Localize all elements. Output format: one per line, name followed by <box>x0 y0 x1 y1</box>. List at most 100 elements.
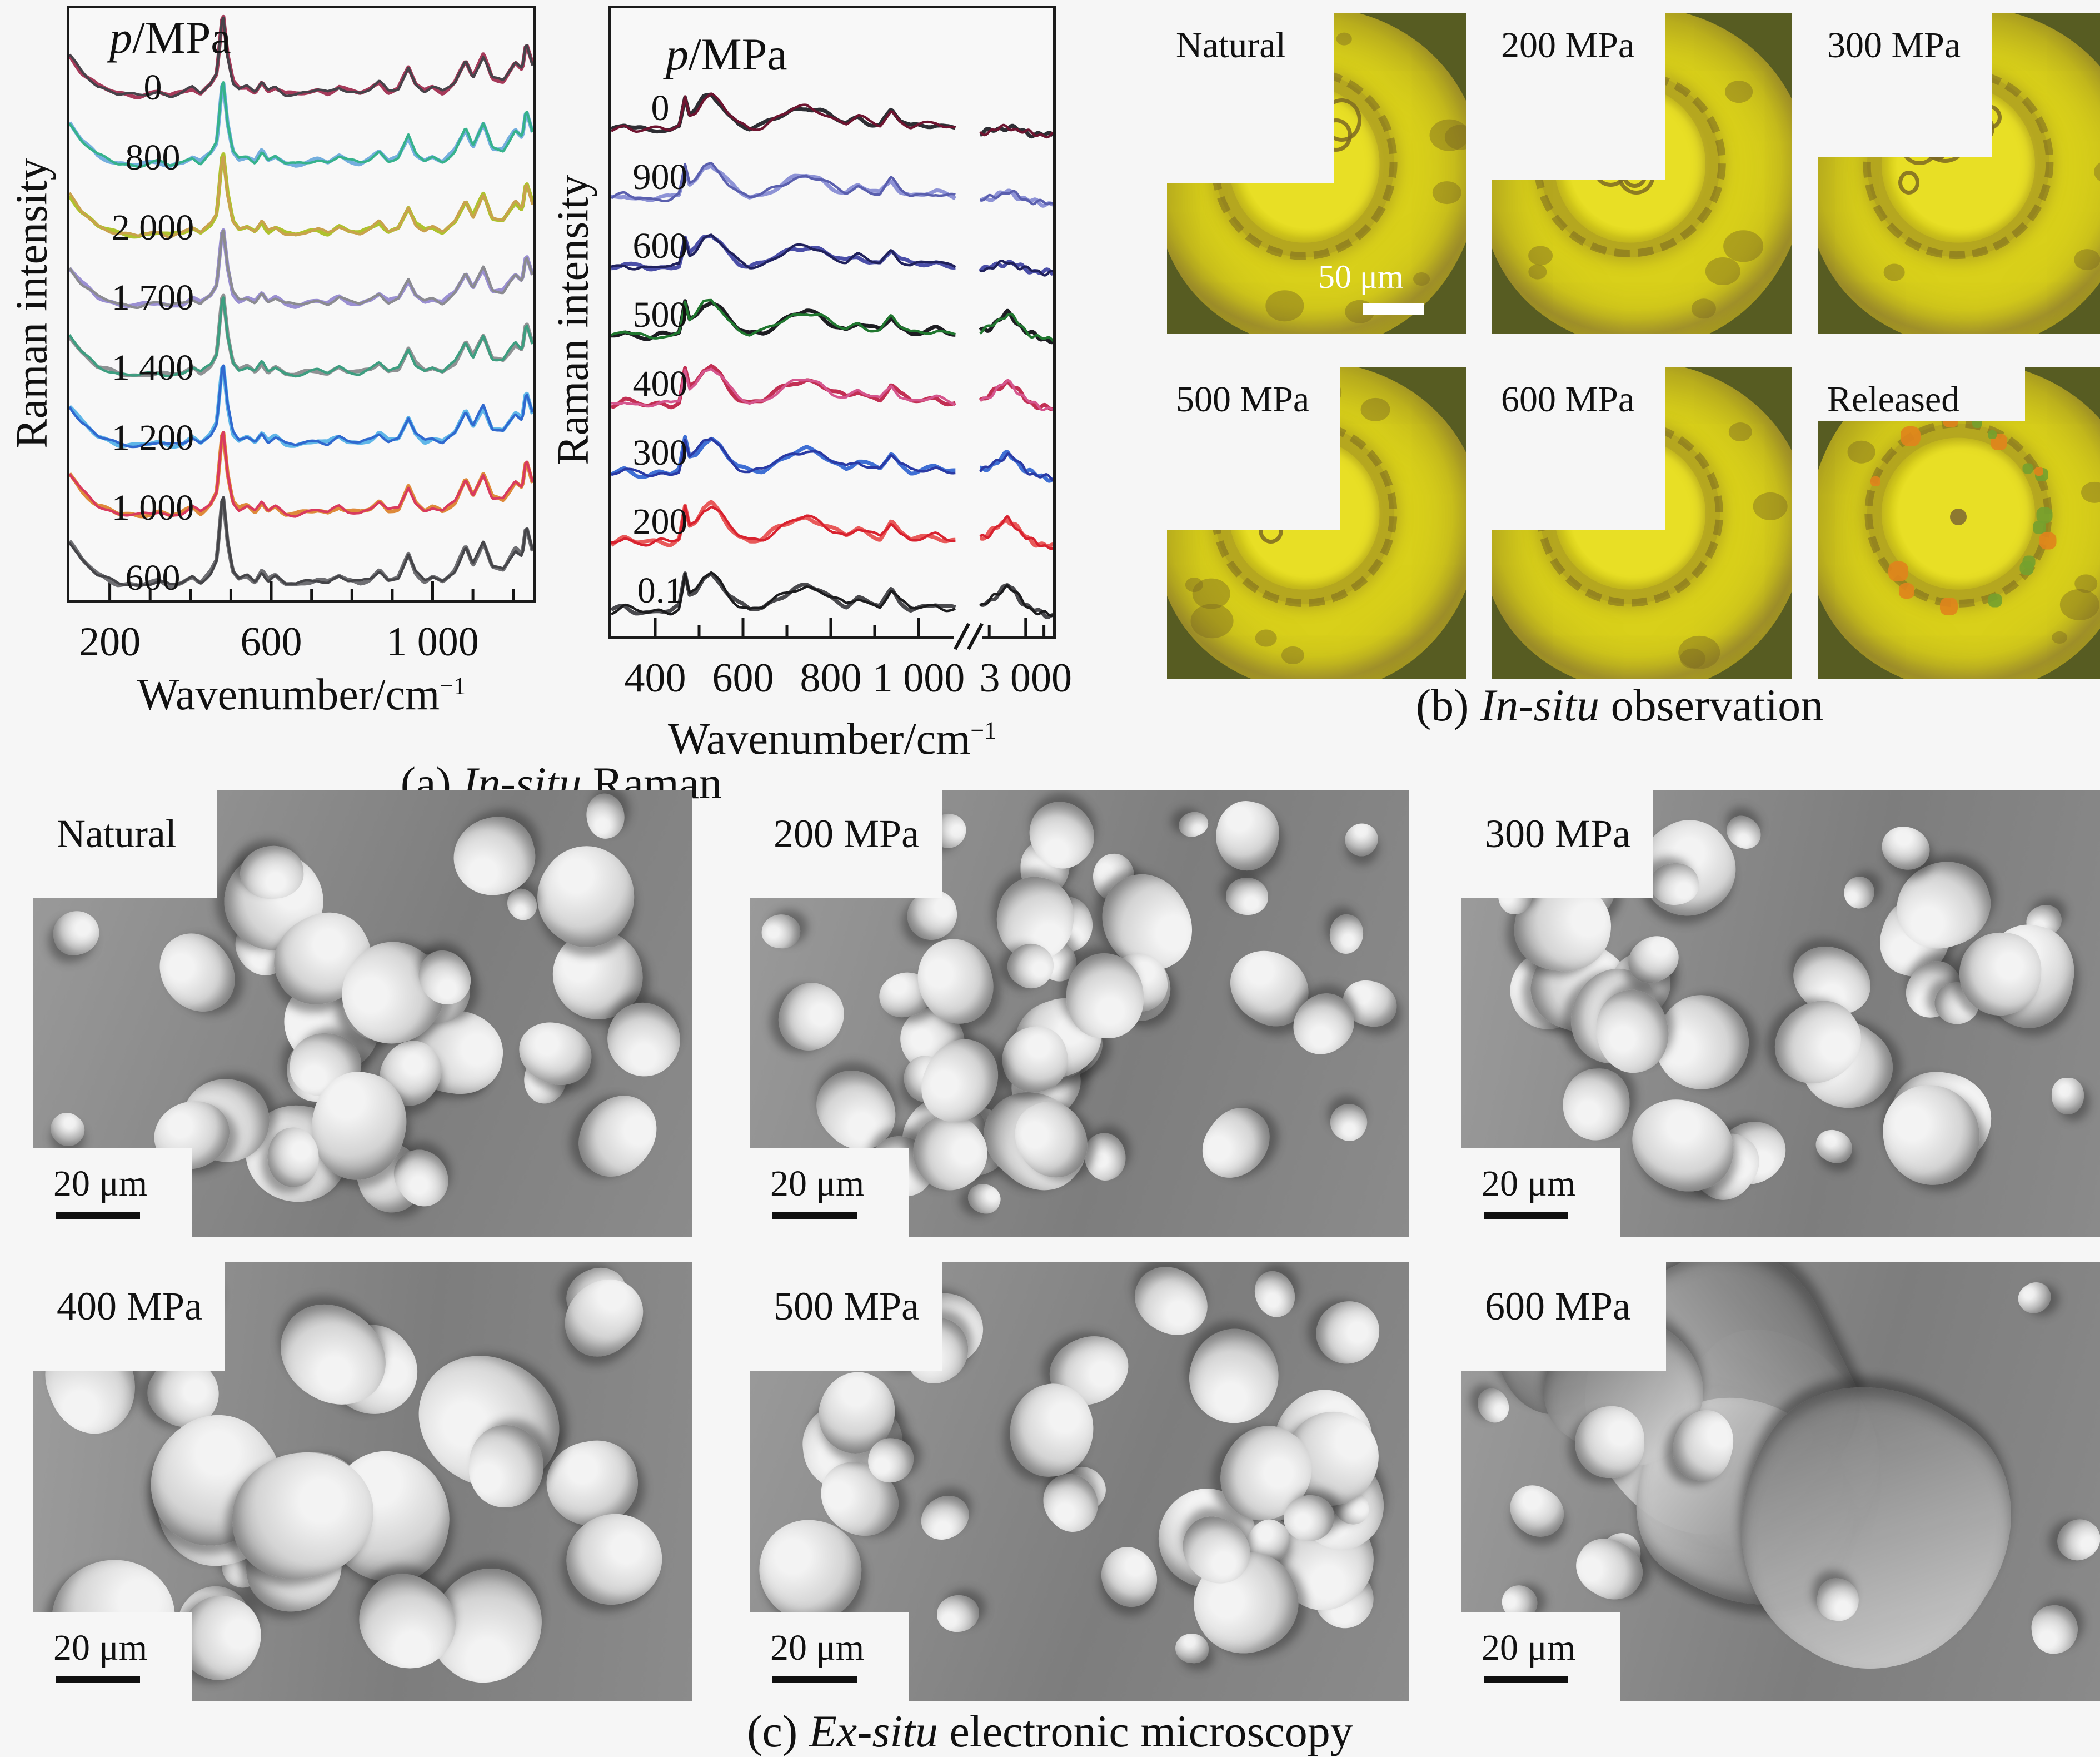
scale-bar <box>772 1212 857 1219</box>
sem-granule <box>769 973 854 1061</box>
caption-suffix: observation <box>1599 680 1824 730</box>
pressure-label-plate: 200 MPa <box>1492 13 1665 180</box>
sem-damaged-fragment <box>1538 1262 1889 1569</box>
raman-trace-300 <box>979 452 1053 481</box>
sem-granule <box>1248 1265 1301 1323</box>
axis-break-slash <box>967 623 984 650</box>
sem-granule <box>1175 807 1212 842</box>
growth-ring-mottle <box>1825 381 2091 646</box>
sem-granule <box>1104 949 1171 1016</box>
granule-texture-blob <box>1265 290 1304 321</box>
sem-granule <box>33 1320 149 1446</box>
vacuole-bubble <box>1248 122 1281 157</box>
sem-granule <box>791 811 887 907</box>
sem-granule <box>367 1029 455 1118</box>
stain-speck <box>2036 507 2053 524</box>
raman-trace-500 <box>979 308 1053 345</box>
vacuole-bubble <box>1939 105 1976 136</box>
stain-speck <box>1870 476 1880 486</box>
trace-pressure-label: 1 000 <box>111 487 194 528</box>
raman-trace-400 <box>979 379 1053 411</box>
trace-pressure-label: 500 <box>632 295 688 335</box>
raman-trace-1400 <box>69 293 533 378</box>
growth-ring-mottle <box>1823 29 2093 299</box>
vacuole-bubble <box>1275 464 1308 492</box>
scale-bar <box>56 1676 140 1683</box>
granule-texture-blob <box>1528 264 1547 280</box>
scale-bar-50um: 50 μm <box>1318 258 1424 315</box>
raman-plot-right: p/MPa 0 900 600 500 400 300 200 0.1 <box>608 6 1056 650</box>
sem-granule <box>1256 1491 1393 1627</box>
sem-granule <box>1253 1371 1391 1510</box>
sem-granule <box>445 809 543 904</box>
sem-granule <box>1814 1575 1862 1624</box>
raman-trace-300 <box>611 435 956 479</box>
vacuole-bubble <box>1321 98 1361 142</box>
sem-granule <box>1620 929 1686 991</box>
sem-micrograph <box>33 790 692 1237</box>
sem-micrograph <box>750 790 1409 1237</box>
sem-granule <box>322 923 463 1064</box>
caption-prefix: (b) <box>1415 680 1480 730</box>
sem-granule <box>262 1287 405 1423</box>
caption-italic: In-situ <box>462 758 582 808</box>
caption-suffix: electronic microscopy <box>937 1706 1353 1756</box>
x-axis-label-left: Wavenumber/cm−1 <box>67 670 536 720</box>
scale-bar-20um: 20 μm <box>33 1148 192 1237</box>
caption-prefix: (c) <box>747 1706 809 1756</box>
scale-bar <box>1484 1676 1568 1683</box>
pressure-unit-header: p/MPa <box>666 28 787 81</box>
scale-bar-20um: 20 μm <box>750 1148 909 1237</box>
sem-granule <box>1270 1431 1403 1567</box>
granule-texture-blob <box>1946 369 1974 391</box>
sem-granule <box>1039 1324 1139 1417</box>
sem-granule <box>1928 975 1986 1032</box>
raman-trace-200 <box>611 500 956 547</box>
stain-speck <box>2022 463 2033 474</box>
sem-granule <box>2022 900 2066 942</box>
raman-trace-600 <box>69 497 533 589</box>
sem-granule <box>1648 860 1702 908</box>
caption-suffix: Raman <box>581 758 722 808</box>
stain-speck <box>1988 430 1997 439</box>
x-tick-label: 200 <box>79 619 141 665</box>
scale-bar <box>772 1676 857 1683</box>
granule-texture-blob <box>1564 45 1582 59</box>
trace-pressure-label: 1 200 <box>111 417 194 458</box>
pressure-label: 300 MPa <box>1485 812 1631 856</box>
vacuole-bubble <box>1264 156 1287 179</box>
raman-trace-800 <box>69 81 533 168</box>
sem-granule <box>2012 1276 2057 1320</box>
trace-pressure-label: 0 <box>651 88 670 128</box>
sem-granule <box>1494 935 1603 1045</box>
trace-pressure-label: 600 <box>125 558 181 598</box>
sem-granule <box>1326 912 1366 957</box>
sem-granule <box>1480 1147 1560 1229</box>
vacuole-bubble <box>1313 460 1334 480</box>
sem-micrograph <box>1461 790 2100 1237</box>
axis-break-gap <box>954 631 982 641</box>
granule-body <box>1167 13 1466 334</box>
sem-granule <box>581 790 630 843</box>
raman-trace-900 <box>611 164 956 202</box>
growth-ring <box>1215 71 1394 257</box>
sem-granule <box>1086 859 1208 987</box>
raman-trace-600 <box>611 233 956 271</box>
vacuole-bubble <box>1299 168 1315 183</box>
sem-granule <box>384 1139 460 1216</box>
sem-granule <box>258 897 386 1020</box>
granule-texture-blob <box>1904 27 1939 55</box>
pressure-unit: /MPa <box>689 29 787 79</box>
stain-speck <box>2032 521 2046 535</box>
raman-trace-600 <box>979 260 1053 277</box>
sem-granule <box>751 1512 869 1629</box>
sem-granule <box>1223 1509 1306 1600</box>
raman-trace-900 <box>611 161 956 202</box>
sem-granule <box>1508 873 1618 978</box>
sem-granule <box>557 1262 636 1332</box>
vacuole-bubble <box>1259 132 1285 155</box>
sem-granule <box>1500 1476 1573 1546</box>
trace-pressure-label: 2 000 <box>111 207 194 248</box>
pressure-label-plate: 600 MPa <box>1461 1262 1666 1371</box>
